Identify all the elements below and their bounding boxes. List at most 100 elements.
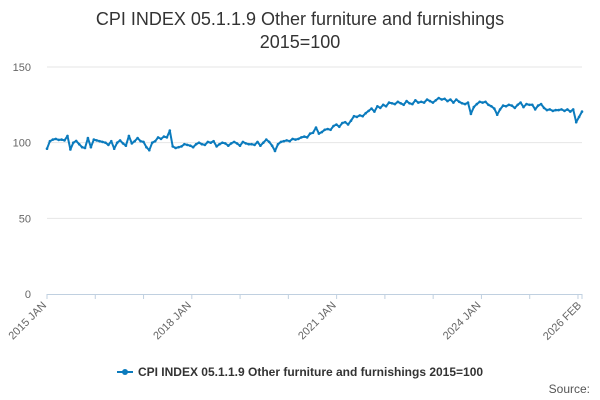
data-point[interactable] [580,110,584,113]
data-point[interactable] [481,101,484,104]
data-point[interactable] [235,142,239,145]
data-point[interactable] [425,98,429,101]
data-point[interactable] [48,139,52,143]
data-point[interactable] [519,101,522,104]
data-point[interactable] [110,139,113,143]
data-point[interactable] [566,108,569,111]
data-point[interactable] [197,141,201,144]
data-point[interactable] [124,144,128,147]
data-point[interactable] [548,108,552,111]
data-point[interactable] [232,140,236,144]
data-point[interactable] [221,141,224,144]
data-point[interactable] [498,108,502,111]
data-point[interactable] [569,110,572,113]
data-point[interactable] [265,138,268,141]
data-point[interactable] [528,103,531,107]
data-point[interactable] [346,123,350,126]
data-point[interactable] [393,102,397,106]
data-point[interactable] [72,141,75,144]
data-point[interactable] [69,148,72,151]
data-point[interactable] [475,102,479,106]
legend[interactable]: CPI INDEX 05.1.1.9 Other furniture and f… [0,365,600,379]
data-point[interactable] [522,105,525,109]
data-point[interactable] [80,145,84,149]
data-point[interactable] [469,112,473,116]
data-point[interactable] [95,139,98,142]
data-point[interactable] [259,144,262,147]
data-point[interactable] [495,113,499,116]
data-point[interactable] [276,142,280,146]
data-point[interactable] [545,108,549,112]
data-point[interactable] [165,136,169,139]
data-point[interactable] [484,100,487,104]
data-point[interactable] [57,138,60,142]
data-point[interactable] [115,141,119,144]
data-point[interactable] [60,138,63,141]
data-point[interactable] [381,103,385,107]
data-point[interactable] [525,102,528,106]
data-point[interactable] [291,137,294,141]
data-point[interactable] [227,144,230,147]
data-point[interactable] [452,101,455,104]
data-point[interactable] [150,141,154,144]
data-point[interactable] [422,101,426,104]
data-point[interactable] [191,145,195,149]
data-point[interactable] [449,98,452,101]
data-point[interactable] [194,142,198,146]
data-point[interactable] [571,108,575,111]
data-point[interactable] [273,149,277,153]
data-point[interactable] [174,146,177,150]
data-point[interactable] [379,106,382,110]
data-point[interactable] [487,103,490,107]
data-point[interactable] [244,142,248,145]
data-point[interactable] [560,108,563,111]
data-point[interactable] [531,103,534,107]
data-point[interactable] [218,142,221,146]
data-point[interactable] [437,96,441,100]
data-point[interactable] [343,120,347,124]
data-point[interactable] [323,128,327,132]
data-point[interactable] [460,102,464,105]
data-point[interactable] [45,147,49,150]
data-point[interactable] [428,99,432,103]
data-point[interactable] [332,124,335,128]
data-point[interactable] [212,139,215,143]
data-point[interactable] [504,105,508,108]
data-point[interactable] [51,138,55,141]
data-point[interactable] [139,139,142,143]
data-point[interactable] [554,108,557,112]
data-point[interactable] [98,139,101,143]
data-point[interactable] [203,143,207,147]
data-point[interactable] [145,145,148,149]
data-point[interactable] [358,114,362,117]
data-point[interactable] [326,127,330,131]
data-point[interactable] [510,104,514,107]
data-point[interactable] [335,123,338,126]
data-point[interactable] [162,135,166,138]
data-point[interactable] [405,99,408,103]
data-point[interactable] [574,120,578,124]
data-point[interactable] [513,106,517,110]
data-point[interactable] [86,136,90,140]
data-point[interactable] [189,144,192,147]
data-point[interactable] [130,142,134,145]
data-point[interactable] [238,144,242,147]
data-point[interactable] [92,138,96,141]
data-point[interactable] [118,139,122,142]
data-point[interactable] [466,101,470,104]
data-point[interactable] [457,100,461,104]
data-point[interactable] [186,143,189,147]
data-point[interactable] [180,145,183,148]
data-point[interactable] [294,138,297,141]
data-point[interactable] [215,145,218,148]
data-point[interactable] [402,103,406,107]
data-point[interactable] [472,105,476,109]
data-point[interactable] [539,102,543,106]
data-point[interactable] [300,136,303,139]
data-point[interactable] [507,103,511,107]
data-point[interactable] [443,97,446,101]
data-point[interactable] [148,148,151,152]
data-point[interactable] [490,105,493,108]
data-point[interactable] [224,142,227,145]
data-point[interactable] [419,100,423,104]
